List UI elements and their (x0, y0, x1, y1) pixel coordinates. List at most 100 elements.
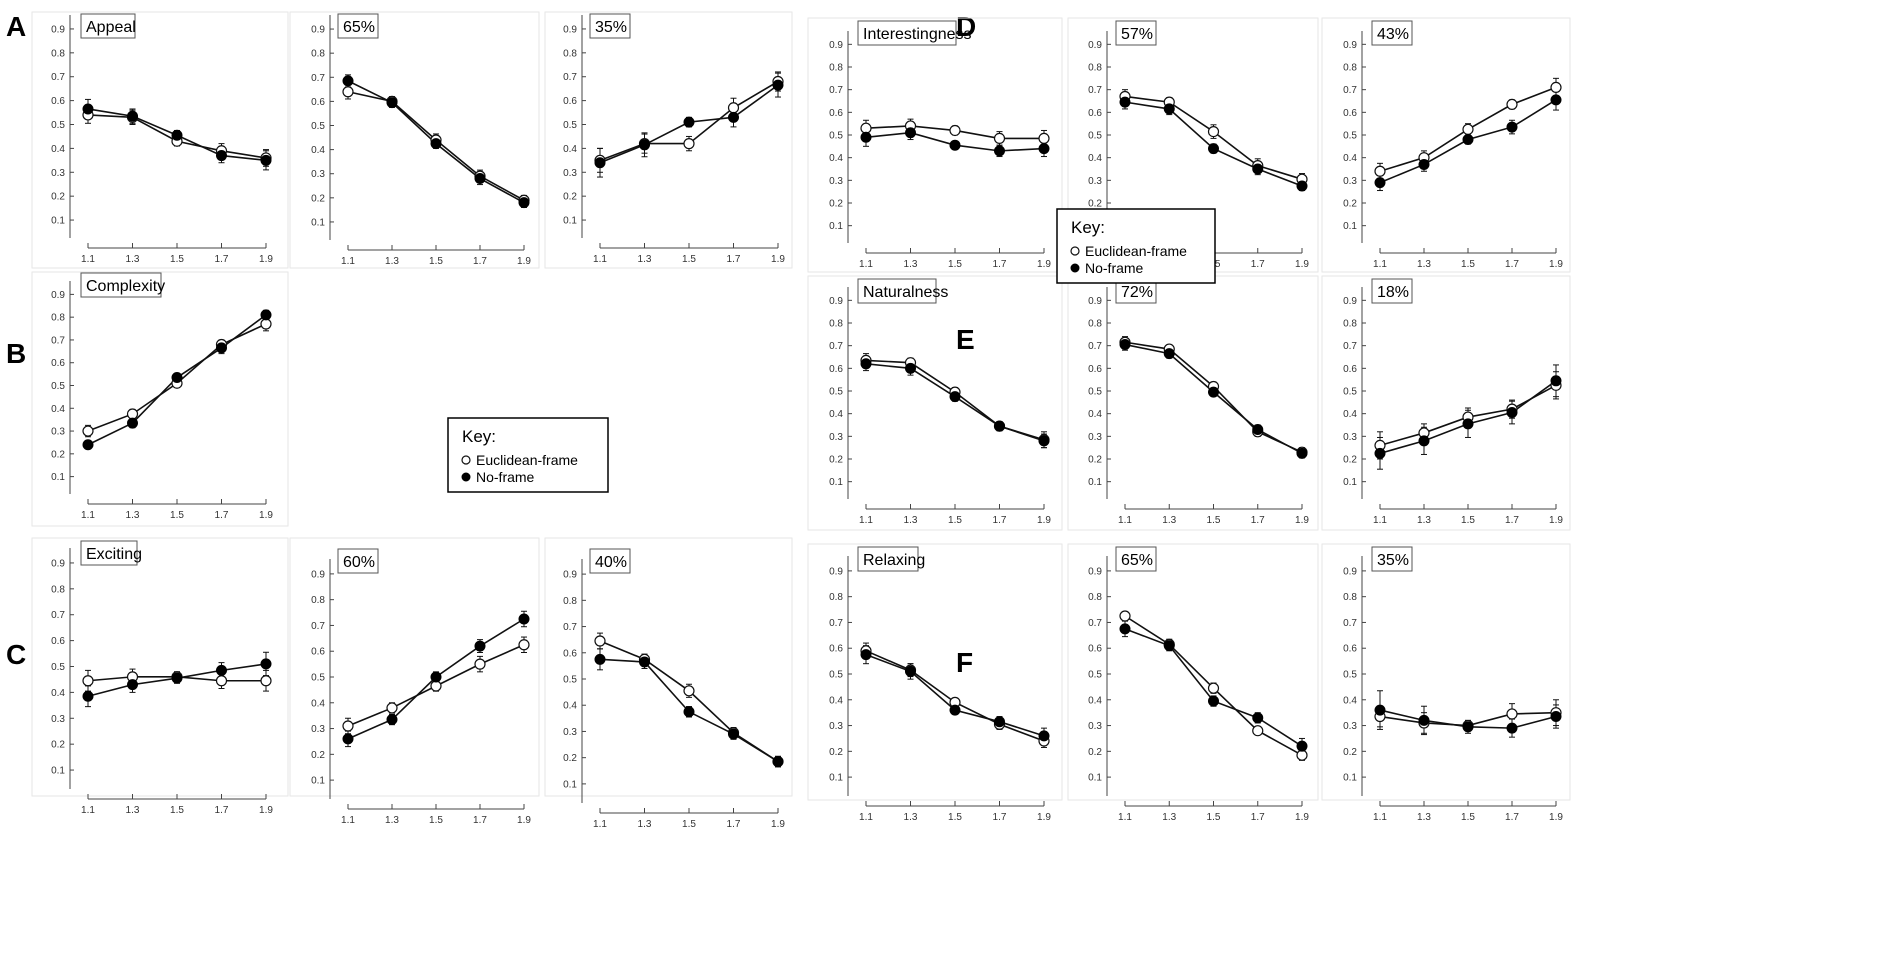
y-tick-label: 0.9 (1343, 566, 1357, 577)
x-tick-label: 1.7 (993, 259, 1007, 270)
y-tick-label: 0.5 (51, 662, 65, 673)
point-euclidean-frame (126, 408, 139, 420)
x-tick-label: 1.9 (259, 254, 273, 265)
point-no-frame (1418, 714, 1430, 726)
y-tick-label: 0.7 (829, 85, 843, 96)
point-no-frame (1296, 180, 1308, 192)
point-euclidean-frame (1119, 610, 1131, 622)
y-tick-label: 0.3 (51, 427, 65, 438)
y-tick-label: 0.8 (1088, 63, 1102, 74)
y-tick-label: 0.8 (51, 313, 65, 324)
y-tick-label: 0.6 (1343, 364, 1357, 375)
chart-title: Complexity (86, 278, 165, 295)
chart-6: 0.1 0.2 0.3 0.4 0.5 0.6 0.7 0.8 0.9 1.1 1.3 1.5 1.7 1… (544, 537, 793, 830)
chart-title: 40% (595, 554, 627, 571)
x-tick-label: 1.9 (1037, 259, 1051, 270)
x-tick-label: 1.1 (1118, 812, 1132, 823)
y-tick-label: 0.9 (51, 290, 65, 301)
y-tick-label: 0.3 (829, 176, 843, 187)
point-euclidean-frame (1038, 132, 1050, 144)
y-tick-label: 0.9 (1343, 40, 1357, 51)
x-tick-label: 1.1 (81, 510, 95, 521)
point-no-frame (82, 439, 94, 451)
x-tick-label: 1.9 (771, 254, 785, 265)
point-no-frame (860, 649, 872, 661)
x-tick-label: 1.7 (727, 819, 741, 830)
chart-title: 35% (595, 19, 627, 36)
x-tick-label: 1.7 (1251, 515, 1265, 526)
y-tick-label: 0.8 (1343, 592, 1357, 603)
x-tick-label: 1.9 (1037, 515, 1051, 526)
y-tick-label: 0.4 (51, 404, 65, 415)
x-tick-label: 1.1 (341, 815, 355, 826)
y-tick-label: 0.6 (51, 96, 65, 107)
y-tick-label: 0.8 (51, 584, 65, 595)
point-no-frame (1418, 158, 1430, 170)
point-no-frame (171, 672, 183, 684)
y-tick-label: 0.5 (51, 381, 65, 392)
chart-title: 60% (343, 554, 375, 571)
point-no-frame (1208, 143, 1219, 155)
point-euclidean-frame (1462, 123, 1474, 135)
x-tick-label: 1.3 (904, 515, 918, 526)
x-tick-label: 1.9 (1037, 812, 1051, 823)
legend-b-title: Key: (462, 427, 496, 446)
point-no-frame (639, 139, 650, 151)
point-no-frame (430, 138, 442, 150)
x-tick-label: 1.7 (993, 515, 1007, 526)
y-tick-label: 0.8 (311, 595, 325, 606)
y-tick-label: 0.5 (829, 670, 843, 681)
point-euclidean-frame (1296, 749, 1308, 761)
x-tick-label: 1.3 (385, 256, 399, 267)
x-tick-label: 1.3 (1417, 812, 1431, 823)
x-tick-label: 1.3 (1162, 812, 1176, 823)
y-tick-label: 0.6 (563, 96, 577, 107)
y-tick-label: 0.7 (1088, 341, 1102, 352)
x-tick-label: 1.5 (170, 254, 184, 265)
x-tick-label: 1.3 (1417, 515, 1431, 526)
point-no-frame (1252, 163, 1264, 175)
chart-10: 0.1 0.2 0.3 0.4 0.5 0.6 0.7 0.8 0.9 1.1 1.3 1.5 1.7 1… (807, 275, 1063, 531)
x-tick-label: 1.5 (1207, 812, 1221, 823)
y-tick-label: 0.7 (1343, 85, 1357, 96)
point-no-frame (1418, 435, 1430, 447)
chart-frame (807, 275, 1063, 531)
y-tick-label: 0.9 (1088, 296, 1102, 307)
y-tick-label: 0.7 (1088, 618, 1102, 629)
x-tick-label: 1.7 (727, 254, 741, 265)
chart-frame (544, 537, 793, 797)
point-no-frame (860, 358, 872, 370)
series-line-euclidean-frame (599, 640, 779, 763)
point-euclidean-frame (1506, 708, 1518, 720)
point-euclidean-frame (1550, 81, 1562, 94)
chart-title: Naturalness (863, 284, 948, 301)
y-tick-label: 0.6 (51, 636, 65, 647)
point-no-frame (1252, 712, 1264, 724)
x-tick-label: 1.7 (1251, 259, 1265, 270)
x-tick-label: 1.7 (215, 254, 229, 265)
y-tick-label: 0.5 (1343, 387, 1357, 398)
chart-13: 0.1 0.2 0.3 0.4 0.5 0.6 0.7 0.8 0.9 1.1 1.3 1.5 1.7 1… (807, 543, 1063, 823)
point-no-frame (1462, 134, 1474, 146)
y-tick-label: 0.9 (563, 24, 577, 35)
x-tick-label: 1.5 (682, 819, 696, 830)
point-no-frame (518, 197, 530, 209)
x-tick-label: 1.9 (259, 510, 273, 521)
y-tick-label: 0.1 (829, 477, 843, 488)
y-tick-label: 0.1 (311, 217, 325, 228)
point-no-frame (82, 103, 94, 115)
point-no-frame (474, 640, 486, 652)
x-tick-label: 1.5 (170, 805, 184, 816)
chart-title: Exciting (86, 546, 142, 563)
y-tick-label: 0.2 (311, 750, 325, 761)
y-tick-label: 0.2 (51, 192, 65, 203)
y-tick-label: 0.1 (1343, 773, 1357, 784)
x-tick-label: 1.3 (904, 259, 918, 270)
point-no-frame (260, 309, 272, 321)
y-tick-label: 0.7 (829, 618, 843, 629)
x-tick-label: 1.9 (1549, 515, 1563, 526)
chart-frame (807, 17, 1063, 273)
point-no-frame (1208, 695, 1219, 707)
x-tick-label: 1.1 (1118, 515, 1132, 526)
y-tick-label: 0.9 (829, 40, 843, 51)
